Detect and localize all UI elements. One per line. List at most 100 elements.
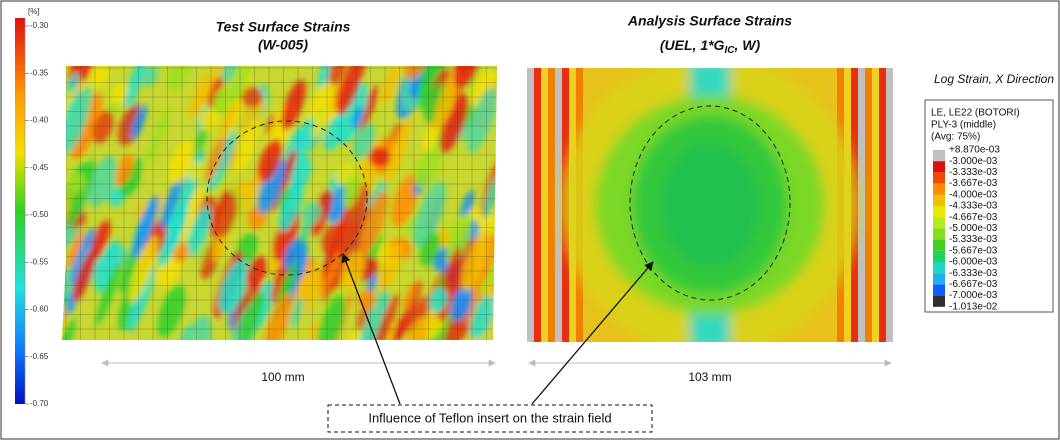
legend-swatch [933, 250, 945, 262]
legend-label: -5.333e-03 [949, 234, 998, 245]
legend-swatch [933, 172, 945, 184]
colorbar-tick-label: -0.40 [30, 116, 49, 125]
strain-blob [372, 293, 399, 340]
legend-label: -1.013e-02 [949, 301, 998, 312]
legend-swatch [933, 284, 945, 296]
legend-label: -4.667e-03 [949, 212, 998, 223]
strain-blob [190, 73, 211, 118]
strain-blob [111, 82, 128, 105]
strain-blob [469, 295, 495, 340]
strain-blob [301, 201, 322, 226]
colorbar [15, 18, 25, 404]
strain-blob [281, 79, 306, 130]
strain-blob [422, 125, 438, 151]
panel-subtitle: (UEL, 1*GIC, W) [660, 37, 761, 56]
strain-blob [391, 317, 405, 340]
analysis-strain-field [527, 68, 893, 342]
strain-blob [166, 66, 192, 92]
strain-blob [124, 66, 146, 108]
strain-blob [323, 245, 347, 305]
strain-blob [482, 173, 497, 219]
strain-blob [342, 172, 363, 209]
strain-blob [257, 158, 286, 214]
strain-blob [127, 264, 155, 333]
colorbar-tick-label: -0.60 [30, 305, 49, 314]
strain-blob [177, 324, 193, 340]
legend-label: -7.000e-03 [949, 290, 998, 301]
arrow [341, 253, 401, 405]
strain-blob [219, 100, 238, 141]
strain-band [865, 68, 872, 342]
colorbar-tick-label: -0.50 [30, 210, 49, 219]
legend-header: PLY-3 (middle) [931, 120, 996, 131]
strain-blob [337, 66, 366, 116]
strain-blob [357, 85, 379, 135]
strain-blob [191, 124, 208, 162]
legend-swatch [933, 183, 945, 195]
legend-caption: Log Strain, X Direction [934, 72, 1054, 86]
strain-blob [129, 235, 158, 304]
legend-label: -3.667e-03 [949, 178, 998, 189]
panel-title: Test Surface Strains [216, 19, 351, 35]
strain-blob [323, 114, 345, 151]
colorbar-tick-label: -0.35 [30, 68, 49, 77]
strain-blob [68, 172, 87, 193]
legend-swatch [933, 228, 945, 240]
legend-swatch [933, 161, 945, 173]
panel-title: Analysis Surface Strains [627, 13, 792, 29]
strain-blob [450, 285, 473, 322]
annotation-box [327, 404, 653, 433]
strain-blob [95, 262, 121, 326]
legend-swatch [933, 295, 945, 307]
strain-blob [315, 294, 346, 340]
strain-blob [403, 281, 417, 312]
strain-blob [66, 159, 95, 227]
strain-blob [347, 329, 361, 340]
strain-blob [414, 151, 440, 190]
legend-header: LE, LE22 (BOTORI) [931, 108, 1020, 119]
dimension-label: 103 mm [688, 370, 731, 384]
legend-swatch [933, 239, 945, 251]
annotation: Influence of Teflon insert on the strain… [368, 410, 611, 425]
strain-band [534, 68, 541, 342]
strain-blob [352, 106, 363, 128]
strain-band [872, 68, 879, 342]
legend-swatch [933, 262, 945, 274]
strain-blob [419, 231, 441, 267]
legend-label: -4.333e-03 [949, 201, 998, 212]
colorbar-tick-label: -0.70 [30, 399, 49, 408]
strain-blob [239, 292, 264, 340]
colorbar-tick-label: -0.55 [30, 257, 49, 266]
legend-label: -3.000e-03 [949, 156, 998, 167]
strain-blob [207, 77, 223, 108]
arrow [531, 261, 654, 405]
insert-outline [206, 120, 368, 276]
legend-swatch [933, 150, 945, 162]
strain-blob [70, 227, 96, 286]
strain-blob [94, 240, 121, 293]
legend-label: -5.667e-03 [949, 245, 998, 256]
colorbar-unit: [%] [28, 7, 40, 16]
strain-blob [442, 245, 461, 291]
colorbar-tick-label: -0.65 [30, 352, 49, 361]
legend-label: -3.333e-03 [949, 167, 998, 178]
strain-blob [433, 69, 460, 131]
strain-band [527, 68, 534, 342]
colorbar-tick-label: -0.30 [30, 21, 49, 30]
legend-label: -6.333e-03 [949, 268, 998, 279]
test-strain-field [62, 66, 497, 340]
strain-band [879, 68, 886, 342]
legend-label: +8.870e-03 [949, 145, 1000, 156]
strain-blob [92, 110, 114, 144]
strain-blob [62, 307, 68, 338]
legend-swatch [933, 194, 945, 206]
strain-blob [446, 213, 473, 266]
strain-blob [278, 181, 304, 232]
strain-band [541, 68, 548, 342]
strain-blob [296, 117, 315, 155]
legend-label: -6.000e-03 [949, 257, 998, 268]
strain-blob [62, 317, 76, 340]
strain-blob [257, 138, 283, 183]
strain-blob [264, 292, 293, 340]
strain-blob [157, 285, 186, 338]
